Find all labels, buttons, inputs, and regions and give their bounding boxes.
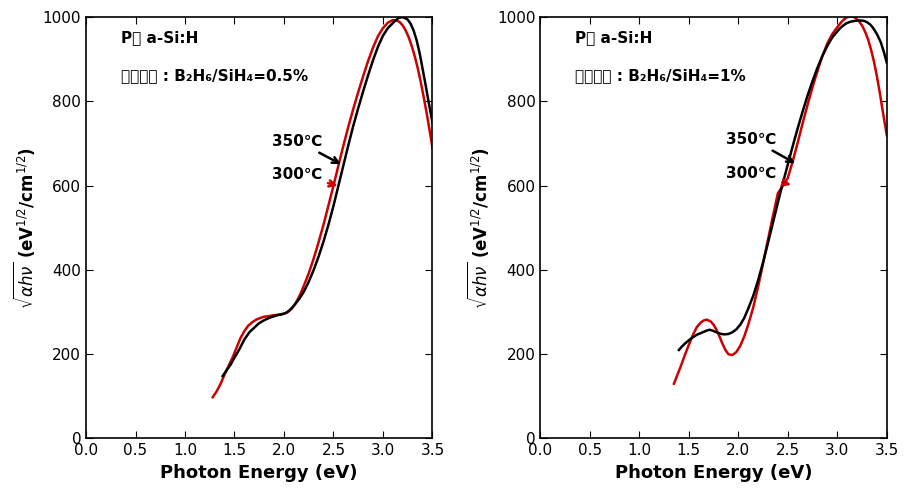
Text: P형 a-Si:H: P형 a-Si:H bbox=[575, 30, 652, 45]
Text: 300℃: 300℃ bbox=[272, 167, 335, 186]
Text: 300℃: 300℃ bbox=[726, 166, 788, 185]
Text: 350℃: 350℃ bbox=[726, 132, 793, 162]
X-axis label: Photon Energy (eV): Photon Energy (eV) bbox=[615, 464, 813, 482]
Text: 도핑조건 : B₂H₆/SiH₄=1%: 도핑조건 : B₂H₆/SiH₄=1% bbox=[575, 68, 745, 83]
Y-axis label: $\sqrt{\alpha h\nu}$ (eV$^{1/2}$/cm$^{1/2}$): $\sqrt{\alpha h\nu}$ (eV$^{1/2}$/cm$^{1/… bbox=[11, 147, 37, 309]
Text: 도핑조건 : B₂H₆/SiH₄=0.5%: 도핑조건 : B₂H₆/SiH₄=0.5% bbox=[121, 68, 308, 83]
Text: P형 a-Si:H: P형 a-Si:H bbox=[121, 30, 198, 45]
Text: 350℃: 350℃ bbox=[272, 134, 339, 163]
X-axis label: Photon Energy (eV): Photon Energy (eV) bbox=[160, 464, 358, 482]
Y-axis label: $\sqrt{\alpha h\nu}$ (eV$^{1/2}$/cm$^{1/2}$): $\sqrt{\alpha h\nu}$ (eV$^{1/2}$/cm$^{1/… bbox=[465, 147, 491, 309]
